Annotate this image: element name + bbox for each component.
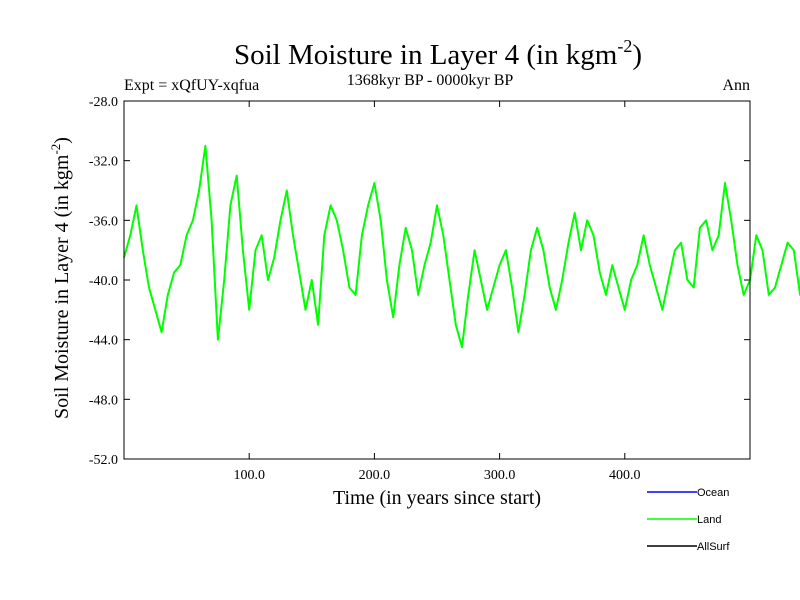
x-axis: 100.0 200.0 300.0 400.0 — [233, 101, 641, 483]
x-axis-label: Time (in years since start) — [333, 487, 541, 509]
x-tick-label: 200.0 — [359, 468, 391, 483]
x-tick-label: 400.0 — [609, 468, 641, 483]
y-axis-label: Soil Moisture in Layer 4 (in kgm-2) — [48, 137, 73, 419]
y-tick-label: -36.0 — [89, 214, 118, 229]
chart-title: Soil Moisture in Layer 4 (in kgm-2) — [234, 36, 642, 71]
x-tick-label: 100.0 — [233, 468, 265, 483]
y-tick-label: -40.0 — [89, 274, 118, 289]
y-tick-label: -44.0 — [89, 334, 118, 349]
legend-label-land: Land — [697, 514, 721, 526]
y-tick-label: -52.0 — [89, 453, 118, 468]
y-tick-label: -32.0 — [89, 155, 118, 170]
series-line-land — [123, 144, 800, 349]
legend: Ocean Land AllSurf — [647, 487, 730, 553]
season-label: Ann — [722, 77, 750, 94]
plot-frame — [123, 100, 751, 460]
chart-subtitle: 1368kyr BP - 0000kyr BP — [347, 72, 514, 89]
experiment-label: Expt = xQfUY-xqfua — [124, 77, 259, 94]
legend-label-ocean: Ocean — [697, 487, 729, 499]
x-tick-label: 300.0 — [484, 468, 516, 483]
y-axis: -28.0 -32.0 -36.0 -40.0 -44.0 -48.0 -52.0 — [89, 95, 750, 468]
legend-label-allsurf: AllSurf — [697, 541, 730, 553]
y-tick-label: -48.0 — [89, 393, 118, 408]
y-tick-label: -28.0 — [89, 95, 118, 110]
